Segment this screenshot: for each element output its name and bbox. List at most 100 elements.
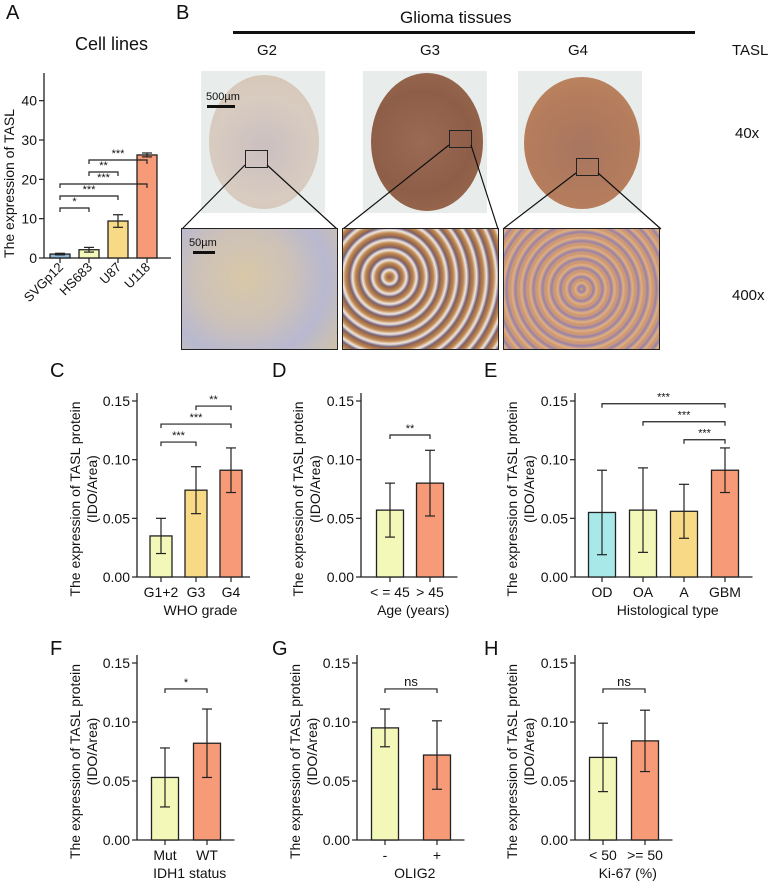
significance-label: ** <box>406 423 415 435</box>
chart-age: 0.00 0.05 0.10 0.15 < = 45 > 45 ** The expressi… <box>290 393 458 618</box>
x-tick-label: + <box>433 847 441 863</box>
y-tick-label: 0.10 <box>103 714 130 730</box>
x-tick-label: > 45 <box>416 584 444 600</box>
x-tick-label: < 50 <box>589 847 617 863</box>
significance-label: * <box>184 677 189 689</box>
x-tick-label: OA <box>633 584 654 600</box>
header-rule <box>233 31 695 34</box>
zoom-box-g3 <box>449 130 472 148</box>
y-tick-label: 0.15 <box>541 655 568 671</box>
x-tick-label: Mut <box>153 847 176 863</box>
x-tick-label: G4 <box>222 584 241 600</box>
significance-label: *** <box>112 148 126 160</box>
x-tick-label: U118 <box>121 260 153 292</box>
panel-letter-d: D <box>272 360 287 382</box>
y-tick-label: 0.05 <box>103 773 130 789</box>
significance-label: ** <box>99 160 108 172</box>
x-tick-label: HS683 <box>56 260 95 299</box>
panel-letter-g: G <box>272 638 288 660</box>
x-axis-label: OLIG2 <box>394 865 435 881</box>
y-tick-label: 0.00 <box>103 569 130 585</box>
magnification-40x: 40x <box>735 125 760 142</box>
y-tick-label: 0.05 <box>541 510 568 526</box>
panel-letter-h: H <box>484 638 499 660</box>
y-tick-label: 0.05 <box>327 510 354 526</box>
y-tick-label: 0.15 <box>103 655 130 671</box>
zoom-box-g4 <box>576 158 599 176</box>
x-tick-label: SVGp12 <box>21 260 66 305</box>
tissue-400x-g3 <box>342 228 499 350</box>
x-axis-label: Histological type <box>617 602 719 618</box>
y-tick-label: 0.10 <box>103 452 130 468</box>
panel-letter-a: A <box>6 2 20 24</box>
x-tick-label: OD <box>592 584 613 600</box>
significance-label: *** <box>172 430 186 442</box>
tissue-400x-g2: 50µm <box>181 228 338 350</box>
chart-title: Cell lines <box>75 34 148 54</box>
y-tick-label: 0.10 <box>327 452 354 468</box>
significance-label: ns <box>617 674 631 689</box>
grade-label-g2: G2 <box>257 42 278 59</box>
x-tick-label: GBM <box>709 584 741 600</box>
y-axis-label: The expression of TASL protein <box>504 664 520 859</box>
y-tick-label: 0.00 <box>323 832 350 848</box>
y-tick-label: 0 <box>29 250 37 266</box>
significance-label: *** <box>678 410 692 422</box>
x-axis-label: Ki-67 (%) <box>599 865 657 881</box>
x-tick-label: < = 45 <box>370 584 410 600</box>
bar-u118 <box>136 154 158 259</box>
y-tick-label: 0.00 <box>541 832 568 848</box>
significance-label: *** <box>83 184 97 196</box>
tissue-core-g3 <box>363 71 487 213</box>
x-axis-label: IDH1 status <box>153 865 226 881</box>
chart-olig2: 0.00 0.05 0.10 0.15 - + ns The expression of TA… <box>287 655 465 881</box>
y-axis-unit-label: (IDO/Area) <box>84 455 100 523</box>
y-axis-unit-label: (IDO/Area) <box>521 718 537 786</box>
y-tick-label: 0.10 <box>323 714 350 730</box>
glioma-header: Glioma tissues <box>400 8 512 27</box>
x-axis-label: WHO grade <box>164 602 238 618</box>
x-tick-label: U87 <box>97 260 124 287</box>
y-axis-label: The expression of TASL protein <box>290 401 306 596</box>
significance-label: *** <box>698 428 712 440</box>
scalebar-label-500um: 500µm <box>206 91 240 103</box>
y-tick-label: 0.00 <box>327 569 354 585</box>
grade-label-g4: G4 <box>568 42 589 59</box>
panel-letter-f: F <box>50 638 63 660</box>
y-tick-label: 0.05 <box>323 773 350 789</box>
significance-label: *** <box>97 172 111 184</box>
y-tick-label: 0.10 <box>541 452 568 468</box>
x-tick-label: WT <box>196 847 218 863</box>
y-tick-label: 0.05 <box>103 510 130 526</box>
y-axis-label: The expression of TASL protein <box>67 664 83 859</box>
magnification-400x: 400x <box>732 287 765 304</box>
y-tick-label: 0.00 <box>541 569 568 585</box>
panel-letter-c: C <box>50 360 65 382</box>
zoom-connectors <box>181 144 662 230</box>
significance-label: * <box>72 196 77 208</box>
y-axis-label: The expression of TASL protein <box>67 401 83 596</box>
x-axis-label: Age (years) <box>377 602 449 618</box>
significance-label: ns <box>404 674 418 689</box>
y-tick-label: 0.15 <box>541 393 568 409</box>
bar-- <box>370 727 400 841</box>
y-tick-label: 0.05 <box>541 773 568 789</box>
y-tick-label: 0.15 <box>323 655 350 671</box>
x-tick-label: >= 50 <box>627 847 663 863</box>
tissue-core-g4 <box>518 71 642 213</box>
x-tick-label: - <box>383 847 388 863</box>
significance-label: *** <box>657 392 671 404</box>
panel-letter-b: B <box>176 2 190 24</box>
marker-label-tasl: TASL <box>732 42 769 59</box>
chart-ki67: 0.00 0.05 0.10 0.15 < 50 >= 50 ns The expressio… <box>504 655 673 881</box>
scalebar-label-50um: 50µm <box>189 237 217 249</box>
y-tick-label: 0.15 <box>103 393 130 409</box>
y-tick-label: 20 <box>21 171 37 187</box>
y-axis-unit-label: (IDO/Area) <box>521 455 537 523</box>
chart-histological-type: 0.00 0.05 0.10 0.15 OD OA A GBM *** *** *** The exp… <box>504 392 753 618</box>
y-tick-label: 0.00 <box>103 832 130 848</box>
y-tick-label: 40 <box>21 93 37 109</box>
tissue-400x-g4 <box>503 228 660 350</box>
